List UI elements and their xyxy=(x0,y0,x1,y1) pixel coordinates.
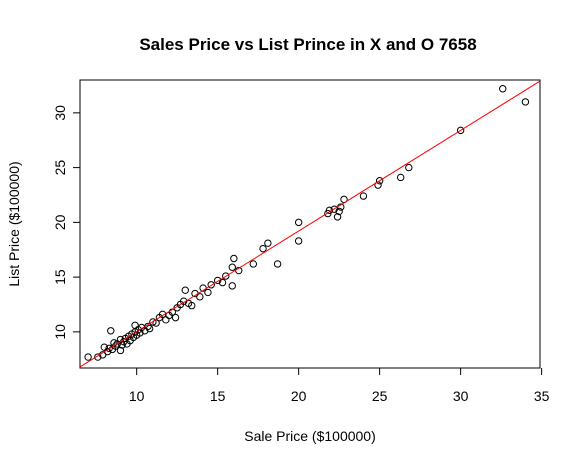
data-point xyxy=(456,126,465,135)
x-tick-label: 30 xyxy=(453,388,469,404)
data-point xyxy=(188,301,196,310)
data-point xyxy=(294,218,303,227)
y-tick-label: 20 xyxy=(52,214,68,230)
data-point xyxy=(259,244,267,253)
data-point xyxy=(131,321,139,329)
data-point xyxy=(204,288,212,297)
x-tick-label: 20 xyxy=(291,388,307,404)
data-point xyxy=(181,286,189,294)
data-point xyxy=(171,313,180,322)
data-point xyxy=(84,353,92,361)
x-tick-label: 35 xyxy=(534,388,550,404)
data-point xyxy=(162,316,170,324)
x-tick-label: 15 xyxy=(210,388,226,404)
data-point xyxy=(249,260,258,268)
data-points xyxy=(84,85,530,361)
data-point xyxy=(168,308,177,316)
y-axis-label: List Price ($100000) xyxy=(6,161,22,286)
data-point xyxy=(107,327,115,335)
data-point xyxy=(264,239,272,247)
y-tick-label: 25 xyxy=(52,160,68,176)
data-point xyxy=(149,318,157,326)
y-tick-label: 30 xyxy=(52,105,68,121)
data-point xyxy=(218,278,227,287)
data-point xyxy=(405,163,413,172)
data-point xyxy=(222,272,230,280)
x-axis-label: Sale Price ($100000) xyxy=(244,428,376,444)
data-point xyxy=(207,281,215,289)
data-point xyxy=(228,282,236,290)
data-point xyxy=(213,276,222,285)
data-point xyxy=(196,293,204,301)
data-point xyxy=(273,260,282,268)
data-point xyxy=(105,344,113,352)
x-tick-label: 25 xyxy=(372,388,388,404)
data-point xyxy=(375,177,384,185)
axis-ticks: 10 15 20 25 30 35 10 15 20 25 30 xyxy=(52,105,550,404)
fit-line xyxy=(79,80,541,368)
x-tick-label: 10 xyxy=(129,388,145,404)
data-point xyxy=(145,324,154,333)
data-point xyxy=(294,237,303,245)
data-point xyxy=(116,346,125,355)
data-point xyxy=(94,353,102,361)
data-point xyxy=(335,207,343,216)
y-tick-label: 10 xyxy=(52,324,68,340)
data-point xyxy=(499,85,507,93)
y-tick-label: 15 xyxy=(52,269,68,285)
data-point xyxy=(521,98,530,106)
data-point xyxy=(397,173,405,182)
data-point xyxy=(230,254,238,263)
plot-frame xyxy=(79,79,541,369)
data-point xyxy=(359,192,368,200)
chart-title: Sales Price vs List Prince in X and O 76… xyxy=(139,35,476,54)
data-point xyxy=(330,205,338,213)
fit-line-group xyxy=(79,80,541,368)
data-point xyxy=(333,213,342,221)
data-point xyxy=(179,297,188,305)
data-point xyxy=(228,263,236,271)
